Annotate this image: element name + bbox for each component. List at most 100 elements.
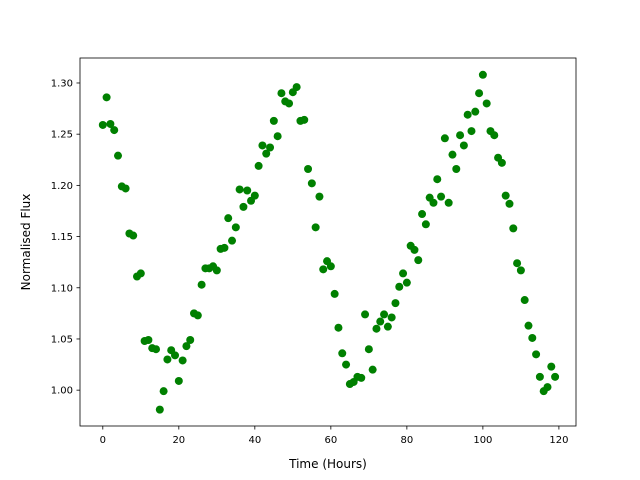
point (311, 223, 320, 232)
point (513, 259, 522, 268)
point (551, 372, 560, 381)
point (421, 220, 430, 229)
point (463, 110, 472, 119)
point (98, 120, 107, 129)
point (304, 164, 313, 173)
point (193, 311, 202, 320)
point (357, 373, 366, 382)
point (399, 269, 408, 278)
point (121, 184, 130, 193)
y-tick-label: 1.25 (51, 130, 73, 141)
point (228, 236, 237, 245)
point (235, 185, 244, 194)
point (315, 192, 324, 201)
point (418, 210, 427, 219)
point (342, 360, 351, 369)
point (292, 83, 301, 92)
point (171, 351, 180, 360)
x-axis-label: Time (Hours) (288, 457, 367, 471)
point (543, 383, 552, 392)
point (178, 356, 187, 365)
x-tick-label: 60 (324, 435, 337, 446)
point (520, 296, 529, 305)
x-tick-label: 20 (172, 435, 185, 446)
point (136, 269, 145, 278)
point (220, 243, 229, 252)
x-tick-label: 80 (400, 435, 413, 446)
point (387, 313, 396, 322)
y-tick-label: 1.10 (51, 283, 73, 294)
point (433, 175, 442, 184)
point (224, 214, 233, 223)
point (334, 323, 343, 332)
y-tick-label: 1.00 (51, 386, 73, 397)
point (471, 107, 480, 116)
point (231, 223, 240, 232)
y-tick-label: 1.05 (51, 334, 73, 345)
point (532, 350, 541, 359)
point (269, 116, 278, 125)
point (395, 282, 404, 291)
point (448, 150, 457, 159)
y-axis-label: Normalised Flux (19, 194, 33, 291)
x-tick-label: 100 (473, 435, 492, 446)
point (152, 345, 161, 354)
point (391, 299, 400, 308)
point (528, 333, 537, 342)
point (266, 143, 275, 152)
x-tick-label: 0 (100, 435, 106, 446)
point (376, 317, 385, 326)
x-tick-label: 120 (549, 435, 568, 446)
point (182, 342, 191, 351)
point (414, 256, 423, 265)
point (380, 310, 389, 319)
point (402, 278, 411, 287)
point (250, 191, 259, 200)
point (452, 164, 461, 173)
plot-frame (79, 57, 577, 427)
point (254, 161, 263, 170)
point (155, 405, 164, 414)
point (505, 199, 514, 208)
point (547, 362, 556, 371)
point (163, 355, 172, 364)
point (330, 289, 339, 298)
point (110, 126, 119, 135)
y-tick-label: 1.30 (51, 78, 73, 89)
point (440, 134, 449, 143)
point (437, 192, 446, 201)
point (326, 262, 335, 271)
point (129, 231, 138, 240)
point (456, 131, 465, 140)
point (144, 335, 153, 344)
point (444, 198, 453, 207)
point (459, 141, 468, 150)
point (186, 335, 195, 344)
x-tick-label: 40 (248, 435, 261, 446)
point (383, 322, 392, 331)
point (501, 191, 510, 200)
point (102, 93, 111, 102)
point (273, 132, 282, 141)
point (197, 280, 206, 289)
point (509, 224, 518, 233)
point (300, 115, 309, 124)
point (490, 131, 499, 140)
point (478, 70, 487, 79)
point (361, 310, 370, 319)
point (467, 127, 476, 136)
point (364, 345, 373, 354)
point (368, 365, 377, 374)
point (482, 99, 491, 108)
point (212, 266, 221, 275)
point (429, 198, 438, 207)
point (338, 349, 347, 358)
point (535, 372, 544, 381)
point (239, 202, 248, 211)
point (285, 99, 294, 108)
point (516, 266, 525, 275)
point (307, 179, 316, 188)
point (277, 89, 286, 98)
